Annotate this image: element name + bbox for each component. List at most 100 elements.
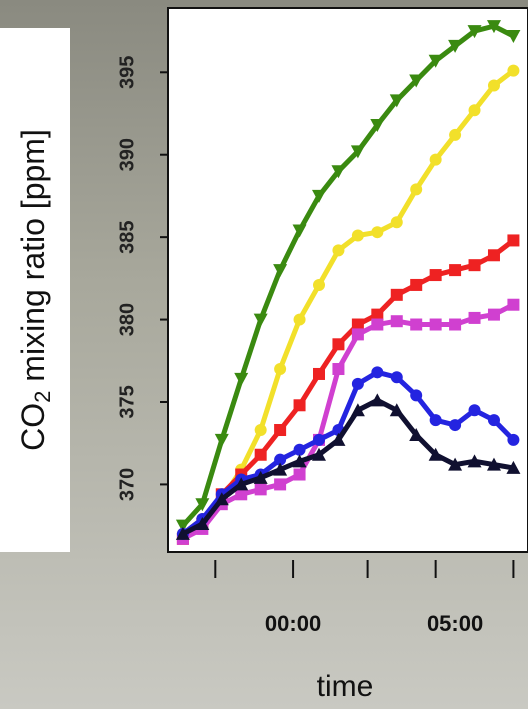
marker bbox=[175, 519, 190, 533]
marker bbox=[331, 432, 346, 446]
marker bbox=[486, 20, 501, 34]
marker bbox=[487, 79, 500, 92]
marker bbox=[292, 224, 307, 238]
marker bbox=[274, 424, 287, 437]
y-tick-label: 380 bbox=[116, 303, 138, 336]
marker bbox=[390, 371, 403, 384]
y-tick-label: 385 bbox=[116, 220, 138, 253]
marker bbox=[468, 259, 481, 272]
y-tick-label: 395 bbox=[116, 56, 138, 89]
marker bbox=[449, 128, 462, 141]
marker bbox=[390, 315, 403, 328]
x-tick-label: 05:00 bbox=[427, 611, 483, 636]
marker bbox=[351, 328, 364, 341]
marker bbox=[351, 377, 364, 390]
marker bbox=[273, 462, 288, 476]
marker bbox=[506, 30, 521, 44]
marker bbox=[507, 298, 520, 311]
marker bbox=[351, 229, 364, 242]
marker bbox=[293, 313, 306, 326]
marker bbox=[253, 313, 268, 327]
marker bbox=[506, 460, 521, 474]
marker bbox=[410, 183, 423, 196]
marker bbox=[390, 216, 403, 229]
y-label-part: CO bbox=[15, 403, 51, 451]
marker bbox=[371, 318, 384, 331]
marker bbox=[293, 468, 306, 481]
y-label-part: mixing ratio [ppm] bbox=[15, 129, 51, 390]
marker bbox=[507, 433, 520, 446]
marker bbox=[235, 488, 248, 501]
marker bbox=[312, 367, 325, 380]
ylabel-box bbox=[0, 28, 70, 552]
marker bbox=[467, 454, 482, 468]
marker bbox=[507, 234, 520, 247]
marker bbox=[175, 526, 190, 540]
marker bbox=[371, 366, 384, 379]
marker bbox=[468, 404, 481, 417]
x-axis-label: time bbox=[317, 670, 374, 703]
marker bbox=[273, 264, 288, 278]
y-tick-label: 390 bbox=[116, 138, 138, 171]
marker bbox=[350, 145, 365, 159]
marker bbox=[468, 104, 481, 117]
marker bbox=[254, 483, 267, 496]
marker bbox=[390, 288, 403, 301]
marker bbox=[292, 454, 307, 468]
marker bbox=[311, 447, 326, 461]
marker bbox=[195, 498, 210, 512]
marker bbox=[409, 74, 424, 88]
marker bbox=[370, 119, 385, 133]
marker bbox=[254, 424, 267, 437]
marker bbox=[234, 477, 249, 491]
marker bbox=[410, 318, 423, 331]
marker bbox=[234, 372, 249, 386]
marker bbox=[332, 244, 345, 257]
marker bbox=[429, 153, 442, 166]
marker bbox=[449, 318, 462, 331]
marker bbox=[312, 433, 325, 446]
marker bbox=[448, 39, 463, 53]
marker bbox=[409, 427, 424, 441]
marker bbox=[332, 338, 345, 351]
plot-area bbox=[167, 7, 528, 553]
marker bbox=[311, 189, 326, 203]
marker bbox=[410, 389, 423, 402]
marker bbox=[428, 447, 443, 461]
marker bbox=[293, 399, 306, 412]
marker bbox=[486, 457, 501, 471]
marker bbox=[449, 264, 462, 277]
marker bbox=[274, 453, 287, 466]
marker bbox=[312, 278, 325, 291]
marker bbox=[507, 64, 520, 77]
marker bbox=[429, 318, 442, 331]
x-tick-label: 00:00 bbox=[265, 611, 321, 636]
y-tick-label: 370 bbox=[116, 468, 138, 501]
marker bbox=[253, 470, 268, 484]
marker bbox=[389, 403, 404, 417]
marker bbox=[449, 419, 462, 432]
marker bbox=[487, 414, 500, 427]
marker bbox=[371, 226, 384, 239]
y-tick-label: 375 bbox=[116, 385, 138, 418]
marker bbox=[389, 94, 404, 108]
marker bbox=[332, 363, 345, 376]
marker bbox=[274, 478, 287, 491]
y-label-sub: 2 bbox=[30, 391, 55, 403]
marker bbox=[429, 269, 442, 282]
y-axis-label: CO2 mixing ratio [ppm] bbox=[15, 129, 54, 451]
marker bbox=[195, 516, 210, 530]
marker bbox=[370, 393, 385, 407]
marker bbox=[331, 165, 346, 179]
marker bbox=[274, 363, 287, 376]
marker bbox=[410, 278, 423, 291]
marker bbox=[428, 54, 443, 68]
marker bbox=[293, 443, 306, 456]
marker bbox=[371, 308, 384, 321]
marker bbox=[214, 492, 229, 506]
marker bbox=[467, 25, 482, 39]
marker bbox=[429, 414, 442, 427]
marker bbox=[487, 249, 500, 262]
marker bbox=[350, 403, 365, 417]
